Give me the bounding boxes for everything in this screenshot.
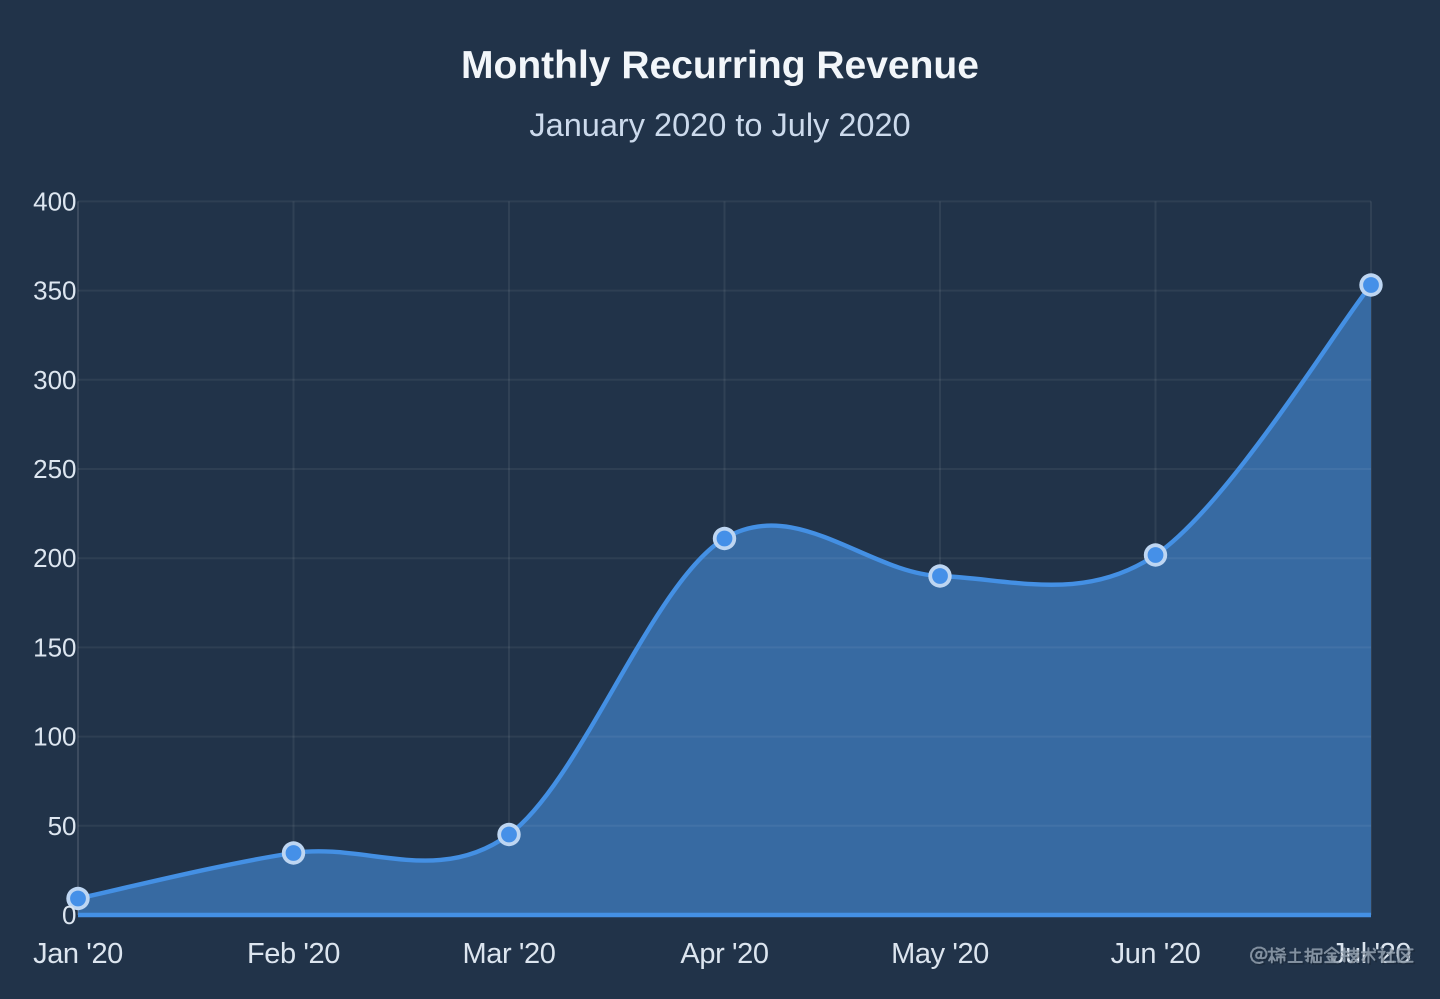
svg-text:Apr '20: Apr '20 xyxy=(680,938,768,970)
svg-text:Jan '20: Jan '20 xyxy=(33,938,123,970)
svg-text:50: 50 xyxy=(48,811,77,841)
svg-text:150: 150 xyxy=(33,632,76,662)
svg-text:Monthly Recurring Revenue: Monthly Recurring Revenue xyxy=(461,44,979,87)
svg-text:Feb '20: Feb '20 xyxy=(247,938,340,970)
svg-text:300: 300 xyxy=(33,365,76,395)
svg-text:Jun '20: Jun '20 xyxy=(1111,938,1201,970)
svg-text:Mar '20: Mar '20 xyxy=(463,938,556,970)
svg-text:350: 350 xyxy=(33,276,76,306)
svg-text:0: 0 xyxy=(62,900,76,930)
svg-text:400: 400 xyxy=(33,186,76,216)
svg-text:May '20: May '20 xyxy=(891,938,989,970)
svg-text:200: 200 xyxy=(33,543,76,573)
svg-text:January 2020 to July 2020: January 2020 to July 2020 xyxy=(529,107,910,143)
svg-text:250: 250 xyxy=(33,454,76,484)
svg-text:100: 100 xyxy=(33,722,76,752)
